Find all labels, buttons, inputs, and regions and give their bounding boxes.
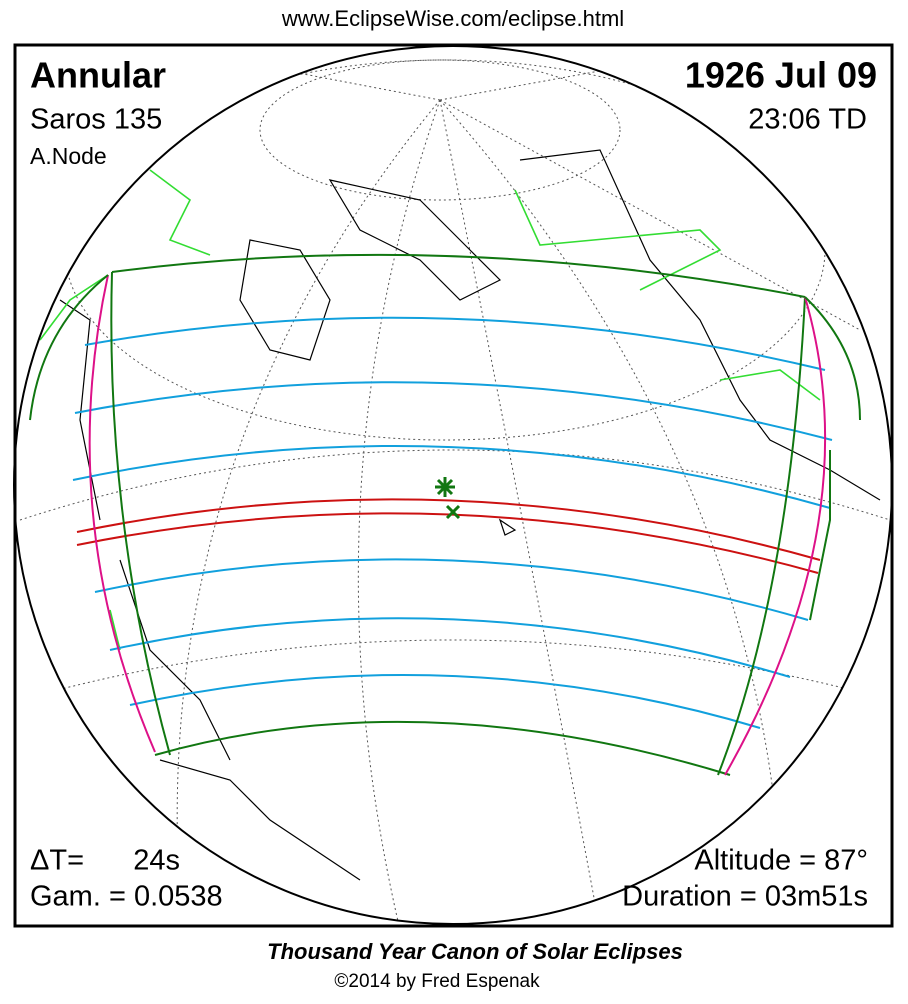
borders xyxy=(39,169,821,651)
greatest-eclipse xyxy=(435,477,461,520)
node: A.Node xyxy=(30,143,107,169)
eclipse-type: Annular xyxy=(30,55,166,96)
globe-outline xyxy=(13,45,893,925)
delta-t-label: ΔT= xyxy=(30,845,84,877)
gamma: Gam. = 0.0538 xyxy=(30,881,223,913)
duration: Duration = 03m51s xyxy=(622,881,868,913)
time: 23:06 TD xyxy=(748,104,867,136)
altitude: Altitude = 87° xyxy=(694,845,868,877)
globe xyxy=(19,59,891,924)
eclipse-paths xyxy=(29,253,861,776)
saros: Saros 135 xyxy=(30,104,162,136)
footer-title: Thousand Year Canon of Solar Eclipses xyxy=(267,939,683,964)
url: www.EclipseWise.com/eclipse.html xyxy=(281,6,624,31)
delta-t-value: 24s xyxy=(133,845,180,877)
date: 1926 Jul 09 xyxy=(685,55,877,96)
copyright: ©2014 by Fred Espenak xyxy=(334,971,540,992)
